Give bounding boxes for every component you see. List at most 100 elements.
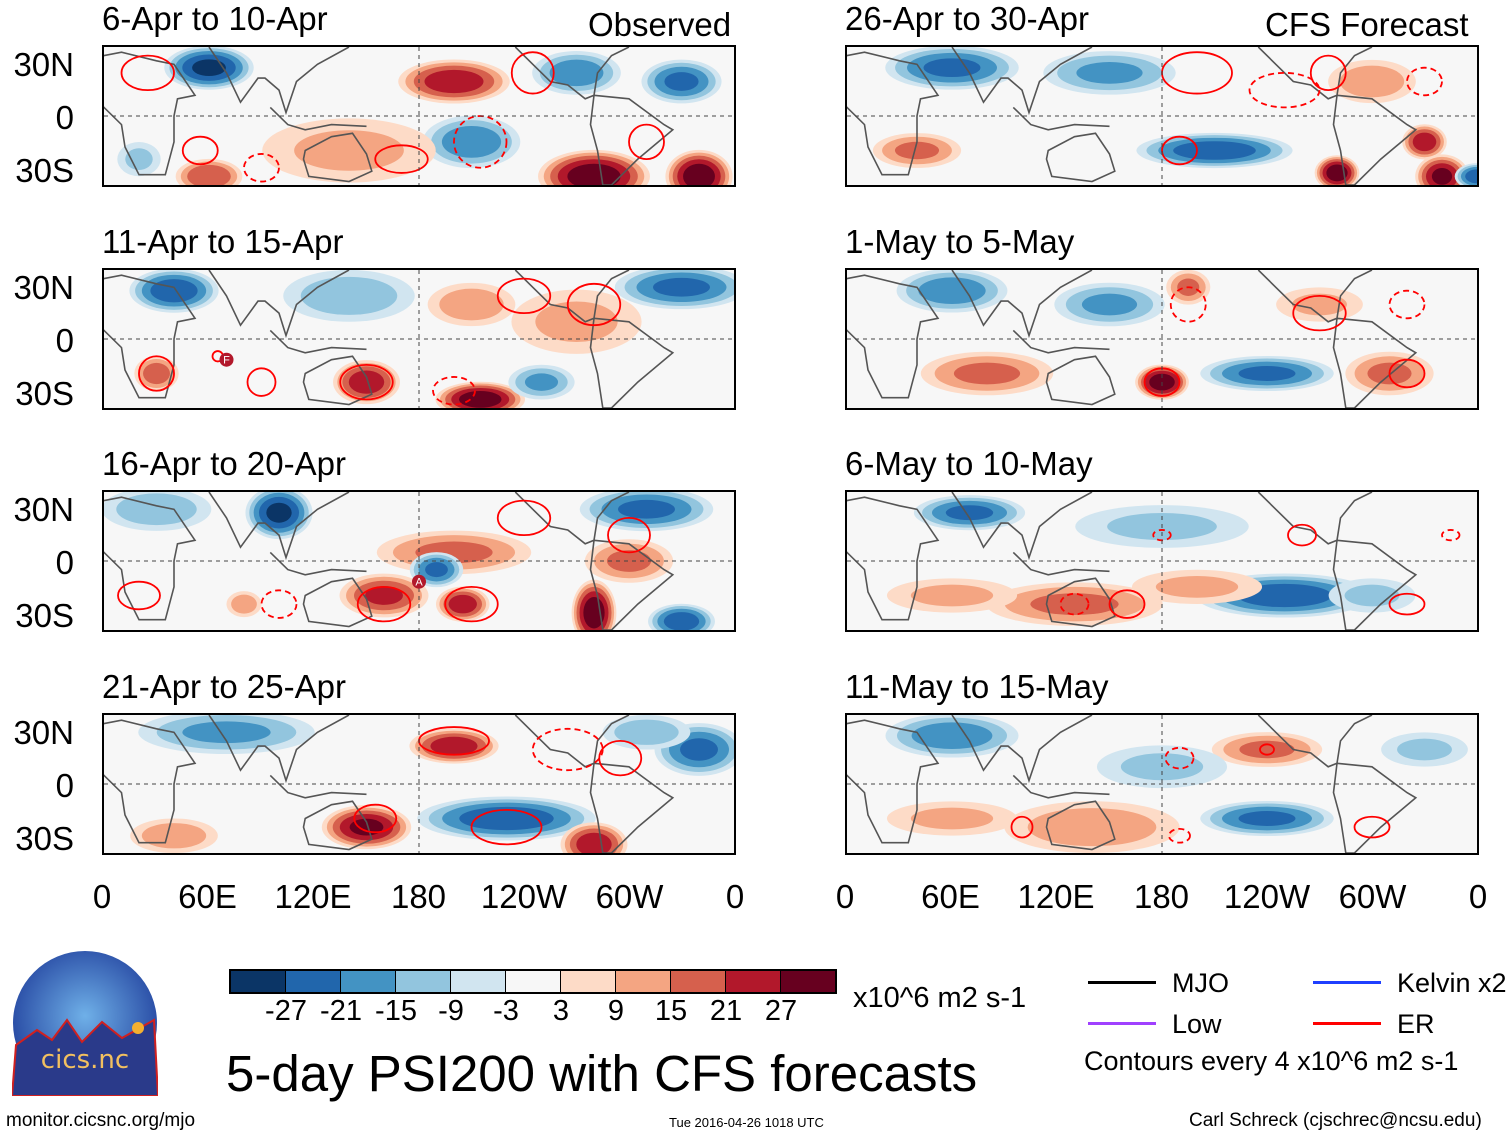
negative-anomaly [150,279,198,303]
coastline [1257,715,1373,768]
lat-label: 30S [15,375,74,412]
map-panel: A [102,490,736,632]
er-contour [470,808,543,846]
coastline [514,270,630,323]
panel-title: 11-May to 15-May [845,668,1109,705]
positive-anomaly [348,370,385,394]
colorbar-swatch [451,971,506,992]
er-contour [1059,592,1090,616]
negative-anomaly [911,722,993,749]
legend-line-er [1313,1022,1381,1025]
colorbar-tick-label: -9 [438,995,464,1027]
er-contour [1010,815,1034,839]
lat-label: 30N [13,714,74,751]
coastline [847,274,940,399]
er-contour [607,516,651,554]
coastline [269,551,367,576]
map-panel [845,713,1479,855]
map-panel: F [102,268,736,410]
er-contour [510,51,555,95]
negative-anomaly [1081,293,1138,316]
lat-label: 30S [15,152,74,189]
coastline [208,270,350,339]
colorbar [229,969,837,994]
map-panel [845,45,1479,187]
er-contour [356,585,412,623]
er-contour [1353,815,1391,839]
coastline [847,51,940,176]
positive-anomaly [535,301,618,343]
er-contour [1108,589,1146,619]
coastline [1012,774,1110,799]
coastline [951,47,1093,116]
negative-anomaly [1238,811,1296,826]
lon-label: 120E [274,878,352,915]
coastline [1257,270,1373,323]
coastline [1045,800,1116,851]
positive-anomaly [910,584,994,607]
positive-anomaly [141,823,207,849]
positive-anomaly [1412,132,1437,152]
positive-anomaly [1339,65,1405,98]
negative-anomaly [614,719,679,745]
er-contour [120,54,175,92]
er-contour [566,282,622,327]
logo-text: cics.nc [41,1045,129,1075]
negative-anomaly [182,721,271,744]
colorbar-tick-label: 9 [607,995,625,1027]
er-contour [246,367,277,397]
lat-label: 0 [55,322,74,359]
negative-anomaly [680,738,718,761]
legend-line-low [1088,1022,1156,1025]
colorbar-units: x10^6 m2 s-1 [853,982,1027,1014]
coastline [302,355,373,406]
negative-anomaly [524,373,559,391]
positive-anomaly [365,586,403,605]
negative-anomaly [618,499,675,519]
negative-anomaly [945,505,994,521]
negative-anomaly [441,125,502,158]
lon-label: 180 [1133,878,1190,915]
panel-title: 6-May to 10-May [845,445,1093,482]
coastline [1257,492,1373,545]
coastline [302,800,373,851]
map-panel [845,268,1479,410]
coastline [1012,551,1110,576]
colorbar-swatch [341,971,396,992]
colorbar-swatch [286,971,341,992]
positive-anomaly [1030,593,1119,616]
coastline [1332,539,1418,630]
er-contour [1292,294,1347,332]
coastline [951,270,1093,339]
lon-label: 60E [921,878,980,915]
er-contour [1248,71,1321,109]
lon-label: 60E [178,878,237,915]
coastline [1012,106,1110,131]
colorbar-tick-label: 27 [764,995,798,1027]
colorbar-tick-label: 3 [552,995,570,1027]
coastline [208,715,350,784]
positive-anomaly [606,550,652,572]
lon-label: 120W [480,878,568,915]
lon-label: 120E [1017,878,1095,915]
coastline [269,329,367,354]
positive-anomaly [143,362,170,385]
positive-anomaly [1027,808,1157,847]
colorbar-swatch [506,971,561,992]
coastline [269,774,367,799]
er-contour [181,135,219,166]
cfs-forecast-label: CFS Forecast [1265,6,1469,43]
colorbar-swatch [396,971,451,992]
footer-url[interactable]: monitor.cicsnc.org/mjo [6,1110,196,1131]
positive-anomaly [231,594,257,614]
er-contour [1169,286,1207,323]
er-contour [243,153,280,183]
positive-anomaly [576,832,612,853]
panel-title: 11-Apr to 15-Apr [102,223,344,260]
colorbar-swatch [671,971,726,992]
positive-anomaly [683,163,715,185]
coastline [847,496,940,621]
coastline [847,719,940,844]
panel-title: 21-Apr to 25-Apr [102,668,346,705]
er-contour [1388,358,1426,389]
